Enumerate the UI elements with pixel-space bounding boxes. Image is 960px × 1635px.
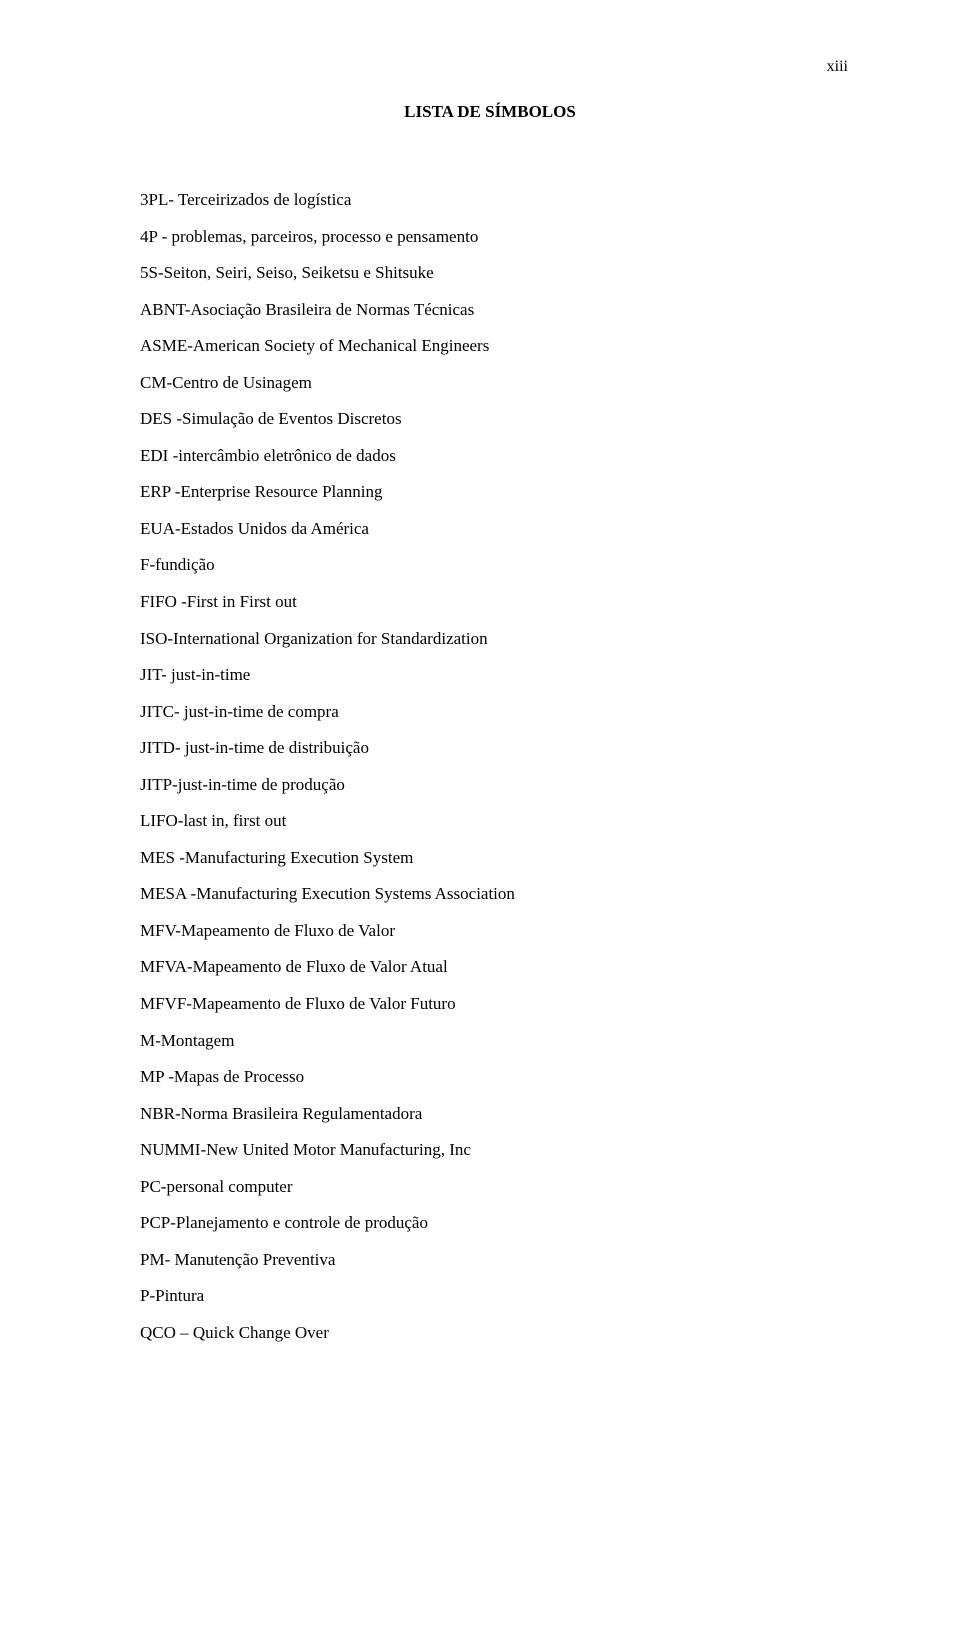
list-item: DES -Simulação de Eventos Discretos — [140, 401, 840, 438]
list-item: JIT- just-in-time — [140, 657, 840, 694]
list-item: MES -Manufacturing Execution System — [140, 840, 840, 877]
list-item: ISO-International Organization for Stand… — [140, 621, 840, 658]
list-item: 4P - problemas, parceiros, processo e pe… — [140, 219, 840, 256]
list-item: CM-Centro de Usinagem — [140, 365, 840, 402]
list-item: FIFO -First in First out — [140, 584, 840, 621]
list-item: PCP-Planejamento e controle de produção — [140, 1205, 840, 1242]
list-item: M-Montagem — [140, 1023, 840, 1060]
list-item: MP -Mapas de Processo — [140, 1059, 840, 1096]
list-item: JITD- just-in-time de distribuição — [140, 730, 840, 767]
list-item: MFVF-Mapeamento de Fluxo de Valor Futuro — [140, 986, 840, 1023]
list-item: EDI -intercâmbio eletrônico de dados — [140, 438, 840, 475]
list-item: ABNT-Asociação Brasileira de Normas Técn… — [140, 292, 840, 329]
list-item: 5S-Seiton, Seiri, Seiso, Seiketsu e Shit… — [140, 255, 840, 292]
page-title: LISTA DE SÍMBOLOS — [140, 102, 840, 122]
page-number: xiii — [827, 58, 848, 76]
list-item: MFV-Mapeamento de Fluxo de Valor — [140, 913, 840, 950]
list-item: ERP -Enterprise Resource Planning — [140, 474, 840, 511]
list-item: PM- Manutenção Preventiva — [140, 1242, 840, 1279]
list-item: PC-personal computer — [140, 1169, 840, 1206]
list-item: MESA -Manufacturing Execution Systems As… — [140, 876, 840, 913]
list-item: QCO – Quick Change Over — [140, 1315, 840, 1352]
list-item: 3PL- Terceirizados de logística — [140, 182, 840, 219]
list-item: EUA-Estados Unidos da América — [140, 511, 840, 548]
list-item: JITP-just-in-time de produção — [140, 767, 840, 804]
list-item: NUMMI-New United Motor Manufacturing, In… — [140, 1132, 840, 1169]
list-item: F-fundição — [140, 547, 840, 584]
symbol-list: 3PL- Terceirizados de logística 4P - pro… — [140, 182, 840, 1352]
list-item: P-Pintura — [140, 1278, 840, 1315]
list-item: NBR-Norma Brasileira Regulamentadora — [140, 1096, 840, 1133]
list-item: MFVA-Mapeamento de Fluxo de Valor Atual — [140, 949, 840, 986]
list-item: JITC- just-in-time de compra — [140, 694, 840, 731]
list-item: LIFO-last in, first out — [140, 803, 840, 840]
list-item: ASME-American Society of Mechanical Engi… — [140, 328, 840, 365]
